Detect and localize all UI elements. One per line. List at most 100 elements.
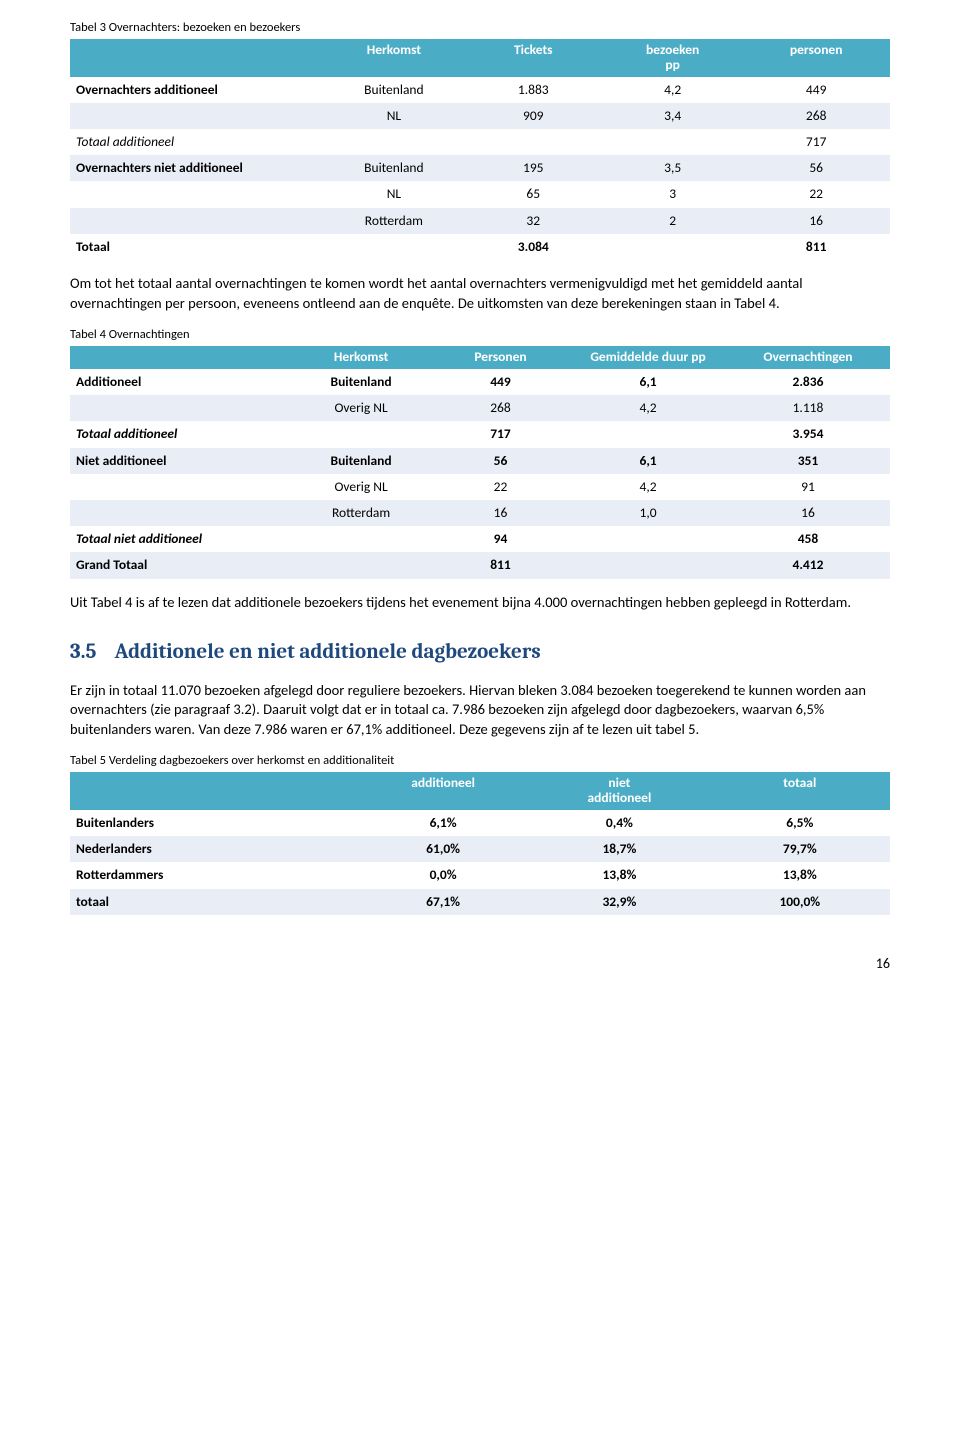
table-row: Overnachters additioneelBuitenland1.8834…	[70, 77, 890, 103]
table-row: Totaal3.084811	[70, 234, 890, 260]
table-cell	[603, 129, 742, 155]
table-cell	[570, 421, 726, 447]
table-cell	[70, 474, 291, 500]
table-row: AdditioneelBuitenland4496,12.836	[70, 369, 890, 395]
table-cell: 3,4	[603, 103, 742, 129]
table-row: Buitenlanders6,1%0,4%6,5%	[70, 810, 890, 836]
table-cell: 1,0	[570, 500, 726, 526]
t3-h1: Herkomst	[324, 39, 463, 77]
table-row: NL9093,4268	[70, 103, 890, 129]
table-cell: 61,0%	[357, 836, 529, 862]
table-cell: 4,2	[570, 395, 726, 421]
table-cell: 3.954	[726, 421, 890, 447]
t5-h1: additioneel	[357, 772, 529, 810]
section-title: Additionele en niet additionele dagbezoe…	[115, 640, 541, 664]
table-cell: 3	[603, 181, 742, 207]
table-cell: 4,2	[570, 474, 726, 500]
table-cell: 717	[431, 421, 570, 447]
table-cell: 268	[431, 395, 570, 421]
table-cell: 18,7%	[529, 836, 709, 862]
table-cell	[570, 526, 726, 552]
table-cell: 717	[742, 129, 890, 155]
table-cell: NL	[324, 181, 463, 207]
table3-caption: Tabel 3 Overnachters: bezoeken en bezoek…	[70, 20, 890, 37]
t3-h2: Tickets	[464, 39, 603, 77]
table-cell: 0,0%	[357, 862, 529, 888]
table-cell: 195	[464, 155, 603, 181]
table-cell	[603, 234, 742, 260]
table-cell: 16	[431, 500, 570, 526]
table-cell: 1.883	[464, 77, 603, 103]
table-cell: Nederlanders	[70, 836, 357, 862]
table-row: Rotterdam161,016	[70, 500, 890, 526]
t5-h2: nietadditioneel	[529, 772, 709, 810]
table-cell: Buitenland	[291, 448, 430, 474]
table-cell: 3,5	[603, 155, 742, 181]
table-cell: 4,2	[603, 77, 742, 103]
table-cell: Buitenland	[324, 77, 463, 103]
table-cell: 13,8%	[710, 862, 890, 888]
paragraph-2: Uit Tabel 4 is af te lezen dat additione…	[70, 593, 890, 613]
table-cell	[291, 552, 430, 578]
table-cell: Overig NL	[291, 474, 430, 500]
table-cell	[70, 208, 324, 234]
table-cell: 56	[431, 448, 570, 474]
t5-h3: totaal	[710, 772, 890, 810]
table4-body: AdditioneelBuitenland4496,12.836Overig N…	[70, 369, 890, 579]
t3-h3: bezoekenpp	[603, 39, 742, 77]
table5: additioneel nietadditioneel totaal Buite…	[70, 772, 890, 915]
paragraph-3: Er zijn in totaal 11.070 bezoeken afgele…	[70, 681, 890, 740]
table-cell: 6,1	[570, 448, 726, 474]
table-row: Totaal niet additioneel94458	[70, 526, 890, 552]
page-number: 16	[70, 955, 890, 974]
table-cell: 268	[742, 103, 890, 129]
table5-body: Buitenlanders6,1%0,4%6,5%Nederlanders61,…	[70, 810, 890, 915]
table-row: Grand Totaal 811 4.412	[70, 552, 890, 578]
table-cell: Rotterdam	[291, 500, 430, 526]
table-cell: 909	[464, 103, 603, 129]
table-cell: 811	[742, 234, 890, 260]
table-cell: 22	[431, 474, 570, 500]
table-cell: 94	[431, 526, 570, 552]
table-cell: 22	[742, 181, 890, 207]
table-cell: 0,4%	[529, 810, 709, 836]
table-row: totaal67,1%32,9%100,0%	[70, 889, 890, 915]
table-row: Overig NL2684,21.118	[70, 395, 890, 421]
table-cell: 32,9%	[529, 889, 709, 915]
table-row: Overnachters niet additioneelBuitenland1…	[70, 155, 890, 181]
table4: Herkomst Personen Gemiddelde duur pp Ove…	[70, 346, 890, 579]
table-cell: Totaal additioneel	[70, 129, 324, 155]
t3-h0	[70, 39, 324, 77]
table-cell: 2.836	[726, 369, 890, 395]
table-row: Niet additioneelBuitenland566,1351	[70, 448, 890, 474]
table-cell: 67,1%	[357, 889, 529, 915]
table-cell: Niet additioneel	[70, 448, 291, 474]
table-cell: 1.118	[726, 395, 890, 421]
table-row: Nederlanders61,0%18,7%79,7%	[70, 836, 890, 862]
table-cell: 79,7%	[710, 836, 890, 862]
section-heading: 3.5 Additionele en niet additionele dagb…	[70, 638, 890, 666]
table-cell: Totaal	[70, 234, 324, 260]
table-cell: Totaal additioneel	[70, 421, 291, 447]
table3: Herkomst Tickets bezoekenpp personen Ove…	[70, 39, 890, 260]
table-cell: 6,5%	[710, 810, 890, 836]
table-cell	[324, 129, 463, 155]
t4-h3: Gemiddelde duur pp	[570, 346, 726, 369]
table3-body: Overnachters additioneelBuitenland1.8834…	[70, 77, 890, 261]
t5-h0	[70, 772, 357, 810]
table-cell: 32	[464, 208, 603, 234]
table-cell: Buitenlanders	[70, 810, 357, 836]
table-cell: NL	[324, 103, 463, 129]
table-cell: Overnachters niet additioneel	[70, 155, 324, 181]
table-cell: 16	[726, 500, 890, 526]
table-cell: totaal	[70, 889, 357, 915]
table-cell: Additioneel	[70, 369, 291, 395]
table-cell: 4.412	[726, 552, 890, 578]
table-cell: 458	[726, 526, 890, 552]
table-cell: 91	[726, 474, 890, 500]
table-cell	[70, 395, 291, 421]
table-cell: Grand Totaal	[70, 552, 291, 578]
table-cell: Overnachters additioneel	[70, 77, 324, 103]
table-row: Rotterdam32216	[70, 208, 890, 234]
table-cell: 811	[431, 552, 570, 578]
